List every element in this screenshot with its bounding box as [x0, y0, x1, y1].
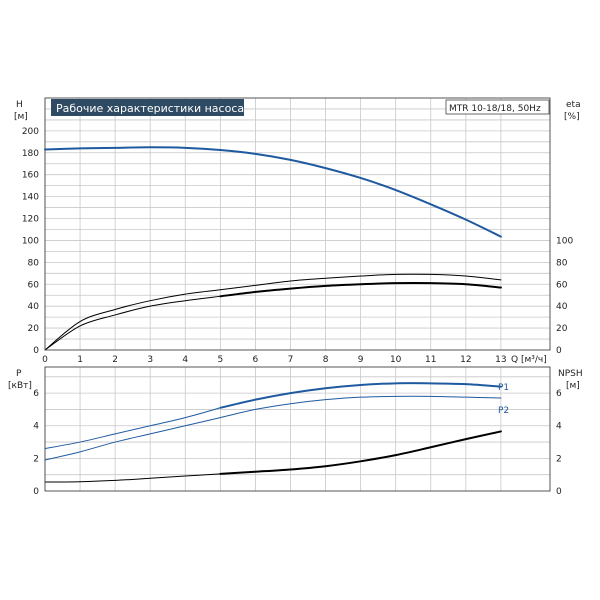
curve-label-p2: P2 — [498, 406, 509, 416]
curve-label-p1: P1 — [498, 383, 509, 393]
h-tick-label: 60 — [28, 280, 40, 290]
curves — [44, 146, 502, 483]
p-tick-label: 4 — [33, 422, 39, 432]
h-tick-label: 0 — [33, 346, 39, 356]
x-tick-label: 4 — [182, 355, 188, 365]
h-tick-label: 20 — [28, 324, 40, 334]
q-axis-label: Q [м³/ч] — [511, 355, 547, 365]
npsh-tick-label: 4 — [556, 422, 562, 432]
npsh-tick-label: 0 — [556, 487, 562, 497]
bottom-panel-frame — [44, 366, 551, 492]
h-tick-label: 200 — [22, 127, 39, 137]
x-tick-label: 9 — [358, 355, 364, 365]
efficiency-curve — [219, 282, 502, 298]
model-label: MTR 10-18/18, 50Hz — [449, 104, 541, 114]
npsh-axis-unit: [м] — [566, 381, 580, 391]
npsh-curve — [219, 430, 502, 475]
h-tick-label: 160 — [22, 171, 39, 181]
top-panel-grid — [44, 98, 550, 350]
h-tick-label: 140 — [22, 193, 39, 203]
power-curve-p2 — [44, 395, 502, 461]
npsh-tick-label: 2 — [556, 454, 562, 464]
eta-tick-label: 0 — [556, 346, 562, 356]
chart-title: Рабочие характеристики насоса — [56, 102, 244, 115]
p-axis-label: P — [16, 369, 22, 379]
x-tick-label: 3 — [147, 355, 153, 365]
tick-labels: 0 1 2 3 4 5 6 7 8 9 10 11 12 130204060801001201401601… — [22, 127, 574, 497]
x-tick-label: 0 — [42, 355, 48, 365]
x-tick-label: 10 — [390, 355, 402, 365]
chart-title-box — [51, 99, 244, 116]
x-tick-label: 8 — [323, 355, 329, 365]
h-tick-label: 120 — [22, 215, 39, 225]
x-tick-label: 11 — [425, 355, 436, 365]
x-tick-label: 2 — [112, 355, 118, 365]
h-axis-label: H — [16, 100, 23, 110]
p-tick-label: 0 — [33, 487, 39, 497]
h-tick-label: 180 — [22, 149, 39, 159]
npsh-curve — [44, 473, 221, 483]
efficiency-curve — [44, 295, 221, 351]
x-tick-label: 6 — [253, 355, 259, 365]
p-axis-unit: [кВт] — [8, 381, 32, 391]
head-curve — [44, 146, 502, 238]
npsh-tick-label: 6 — [556, 389, 562, 399]
eta-tick-label: 60 — [556, 280, 568, 290]
h-tick-label: 80 — [28, 258, 40, 268]
x-tick-label: 7 — [288, 355, 294, 365]
h-tick-label: 40 — [28, 302, 40, 312]
model-box — [445, 99, 550, 115]
eta-axis-unit: [%] — [564, 112, 580, 122]
power-curve-p1 — [44, 407, 221, 450]
top-panel-frame — [44, 97, 551, 351]
x-tick-label: 13 — [495, 355, 506, 365]
h-axis-unit: [м] — [14, 112, 28, 122]
p-tick-label: 2 — [33, 454, 39, 464]
x-tick-label: 12 — [460, 355, 471, 365]
npsh-axis-label: NPSH — [558, 369, 583, 379]
x-tick-label: 5 — [217, 355, 223, 365]
bottom-panel-grid — [44, 367, 550, 491]
h-tick-label: 100 — [22, 236, 39, 246]
eta-axis-label: eta — [566, 100, 581, 110]
eta-tick-label: 80 — [556, 258, 568, 268]
eta-tick-label: 40 — [556, 302, 568, 312]
eta-tick-label: 100 — [556, 236, 573, 246]
eta-tick-label: 20 — [556, 324, 568, 334]
x-tick-label: 1 — [77, 355, 83, 365]
p-tick-label: 6 — [33, 389, 39, 399]
efficiency-curve — [44, 273, 502, 351]
power-curve — [219, 382, 502, 409]
